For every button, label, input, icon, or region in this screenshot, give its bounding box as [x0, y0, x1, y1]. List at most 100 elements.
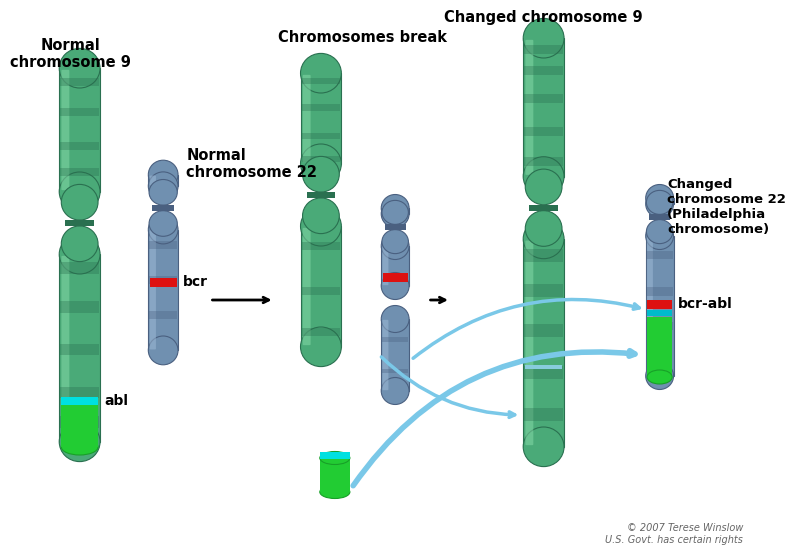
Bar: [524, 127, 563, 136]
FancyBboxPatch shape: [646, 236, 674, 376]
Bar: [302, 104, 340, 111]
Bar: [526, 365, 562, 369]
FancyBboxPatch shape: [647, 237, 653, 375]
Ellipse shape: [382, 230, 408, 254]
Ellipse shape: [149, 211, 178, 236]
Ellipse shape: [148, 160, 178, 189]
Ellipse shape: [62, 226, 98, 262]
Bar: [302, 78, 340, 84]
FancyBboxPatch shape: [647, 196, 653, 206]
Ellipse shape: [301, 54, 342, 93]
Bar: [60, 387, 99, 398]
Ellipse shape: [148, 172, 178, 201]
Ellipse shape: [320, 451, 350, 464]
Text: Chromosomes break: Chromosomes break: [278, 30, 447, 45]
Ellipse shape: [646, 190, 674, 218]
Bar: [382, 337, 408, 342]
Bar: [524, 66, 563, 75]
Text: abl: abl: [105, 394, 129, 408]
FancyBboxPatch shape: [526, 40, 534, 175]
Bar: [60, 344, 99, 355]
FancyBboxPatch shape: [382, 246, 409, 286]
Ellipse shape: [382, 378, 409, 405]
Bar: [150, 278, 177, 287]
Bar: [524, 366, 563, 379]
Bar: [524, 408, 563, 421]
Bar: [149, 276, 178, 283]
FancyBboxPatch shape: [523, 239, 564, 447]
FancyBboxPatch shape: [382, 208, 409, 214]
Ellipse shape: [62, 184, 98, 220]
Ellipse shape: [301, 144, 342, 184]
Bar: [382, 368, 408, 373]
Bar: [647, 310, 672, 315]
Ellipse shape: [646, 220, 673, 244]
Bar: [320, 458, 350, 492]
Bar: [524, 45, 563, 54]
Bar: [66, 220, 94, 226]
Bar: [60, 108, 99, 116]
Bar: [149, 241, 178, 249]
Ellipse shape: [149, 180, 178, 205]
Ellipse shape: [523, 18, 564, 58]
Ellipse shape: [301, 327, 342, 367]
Bar: [62, 405, 98, 447]
FancyBboxPatch shape: [646, 198, 674, 204]
Bar: [60, 416, 99, 428]
FancyBboxPatch shape: [59, 254, 100, 442]
Ellipse shape: [382, 272, 409, 300]
FancyBboxPatch shape: [62, 256, 70, 440]
Bar: [646, 322, 673, 330]
Ellipse shape: [526, 169, 562, 205]
Ellipse shape: [320, 485, 350, 498]
Bar: [60, 142, 99, 150]
Bar: [60, 167, 99, 176]
Bar: [524, 284, 563, 297]
Bar: [649, 214, 670, 220]
FancyBboxPatch shape: [150, 176, 156, 185]
FancyBboxPatch shape: [301, 73, 342, 164]
Bar: [382, 273, 408, 282]
Ellipse shape: [148, 336, 178, 365]
Bar: [524, 94, 563, 103]
Ellipse shape: [647, 370, 672, 384]
Text: bcr-abl: bcr-abl: [678, 296, 733, 310]
Ellipse shape: [646, 190, 673, 214]
Ellipse shape: [301, 206, 342, 246]
FancyBboxPatch shape: [382, 247, 389, 285]
Ellipse shape: [59, 172, 100, 211]
FancyBboxPatch shape: [523, 38, 564, 176]
Ellipse shape: [62, 439, 98, 455]
FancyBboxPatch shape: [382, 206, 389, 216]
FancyBboxPatch shape: [62, 70, 70, 190]
Bar: [60, 262, 99, 274]
Text: bcr: bcr: [182, 275, 208, 289]
Text: © 2007 Terese Winslow
U.S. Govt. has certain rights: © 2007 Terese Winslow U.S. Govt. has cer…: [606, 523, 743, 545]
Text: Changed chromosome 9: Changed chromosome 9: [444, 10, 643, 25]
Ellipse shape: [646, 223, 674, 249]
Text: Normal
chromosome 9: Normal chromosome 9: [10, 38, 131, 70]
Ellipse shape: [526, 211, 562, 246]
Bar: [302, 133, 340, 139]
Ellipse shape: [523, 157, 564, 196]
FancyBboxPatch shape: [526, 240, 534, 445]
Ellipse shape: [646, 185, 674, 211]
Bar: [302, 242, 340, 251]
Ellipse shape: [382, 195, 409, 222]
FancyBboxPatch shape: [302, 228, 310, 345]
Bar: [646, 251, 673, 259]
Ellipse shape: [382, 200, 409, 228]
Ellipse shape: [59, 234, 100, 274]
Ellipse shape: [382, 305, 409, 333]
Bar: [302, 156, 340, 162]
Bar: [62, 397, 98, 405]
Bar: [302, 328, 340, 336]
Ellipse shape: [523, 427, 564, 466]
Ellipse shape: [523, 219, 564, 259]
Ellipse shape: [382, 233, 409, 259]
FancyBboxPatch shape: [148, 229, 178, 350]
Ellipse shape: [148, 215, 178, 244]
Bar: [385, 224, 406, 230]
FancyBboxPatch shape: [59, 68, 100, 192]
Bar: [524, 249, 563, 262]
